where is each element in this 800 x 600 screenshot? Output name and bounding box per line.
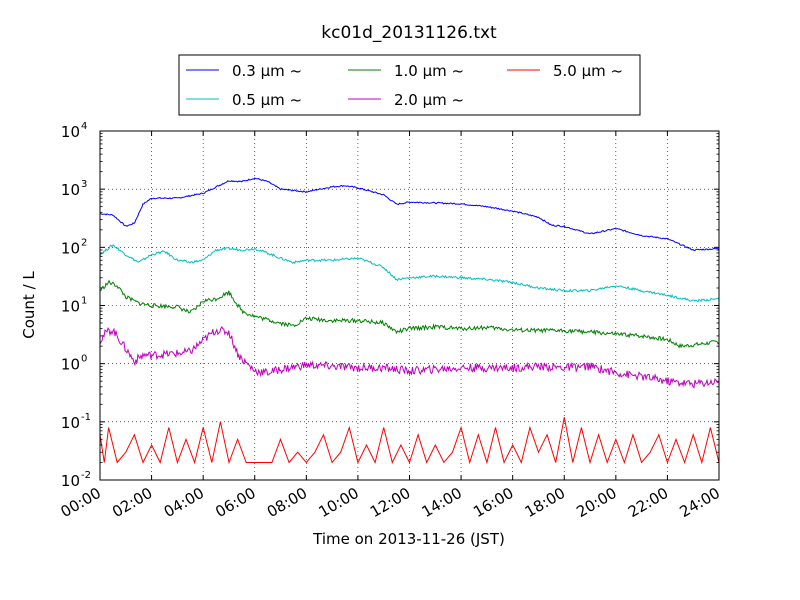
y-tick-base: 10 bbox=[61, 414, 80, 432]
legend-label: 0.5 μm ~ bbox=[232, 91, 302, 109]
y-tick-base: 10 bbox=[61, 239, 80, 257]
series-line bbox=[100, 279, 720, 349]
y-axis-label: Count / L bbox=[20, 271, 38, 339]
series-line bbox=[99, 417, 720, 465]
y-tick-label: 10 bbox=[61, 298, 80, 316]
y-tick-label: 10 bbox=[61, 356, 80, 374]
y-tick-label: 10 bbox=[61, 472, 80, 490]
x-tick-label: 24:00 bbox=[677, 484, 723, 521]
legend-label: 0.3 μm ~ bbox=[232, 62, 302, 80]
y-tick-exponent: 4 bbox=[81, 121, 87, 132]
y-tick-base: 10 bbox=[61, 181, 80, 199]
y-tick-exponent: 2 bbox=[81, 237, 87, 248]
legend-label: 1.0 μm ~ bbox=[394, 62, 464, 80]
x-axis-label: Time on 2013-11-26 (JST) bbox=[312, 530, 505, 548]
series-line bbox=[99, 325, 720, 389]
legend: 0.3 μm ~ 0.5 μm ~ 1.0 μm ~ 2.0 μm ~ 5.0 μm ~ bbox=[178, 54, 641, 116]
ticks: 00:00 02:00 04:00 06:00 08:00 10:00 12:00 14:00… bbox=[58, 121, 723, 521]
y-tick-label: 10 bbox=[61, 239, 80, 257]
x-tick-label: 20:00 bbox=[573, 484, 619, 521]
x-tick-label: 22:00 bbox=[625, 484, 671, 521]
x-tick-label: 06:00 bbox=[212, 484, 258, 521]
y-tick-exponent: -1 bbox=[81, 412, 91, 423]
x-tick-label: 16:00 bbox=[470, 484, 516, 521]
legend-label: 5.0 μm ~ bbox=[553, 62, 623, 80]
y-tick-label: 10 bbox=[61, 181, 80, 199]
y-tick-exponent: 0 bbox=[81, 354, 87, 365]
chart-title: kc01d_20131126.txt bbox=[321, 23, 497, 43]
legend-label: 2.0 μm ~ bbox=[394, 91, 464, 109]
x-tick-label: 18:00 bbox=[522, 484, 568, 521]
y-tick-label: 10 bbox=[61, 123, 80, 141]
legend-box bbox=[178, 54, 641, 116]
y-tick-base: 10 bbox=[61, 298, 80, 316]
y-tick-base: 10 bbox=[61, 356, 80, 374]
grid bbox=[100, 131, 719, 480]
y-tick-label: 10 bbox=[61, 414, 80, 432]
y-tick-exponent: 3 bbox=[81, 179, 87, 190]
x-tick-label: 08:00 bbox=[264, 484, 310, 521]
y-tick-base: 10 bbox=[61, 123, 80, 141]
x-tick-label: 10:00 bbox=[315, 484, 361, 521]
y-tick-base: 10 bbox=[61, 472, 80, 490]
y-tick-exponent: -2 bbox=[81, 470, 91, 481]
series-line bbox=[99, 244, 720, 303]
x-tick-label: 02:00 bbox=[109, 484, 155, 521]
series-line bbox=[100, 177, 719, 252]
y-tick-exponent: 1 bbox=[81, 296, 87, 307]
x-tick-label: 04:00 bbox=[161, 484, 207, 521]
x-tick-label: 14:00 bbox=[419, 484, 465, 521]
x-tick-label: 12:00 bbox=[367, 484, 413, 521]
series-layer bbox=[99, 177, 720, 465]
